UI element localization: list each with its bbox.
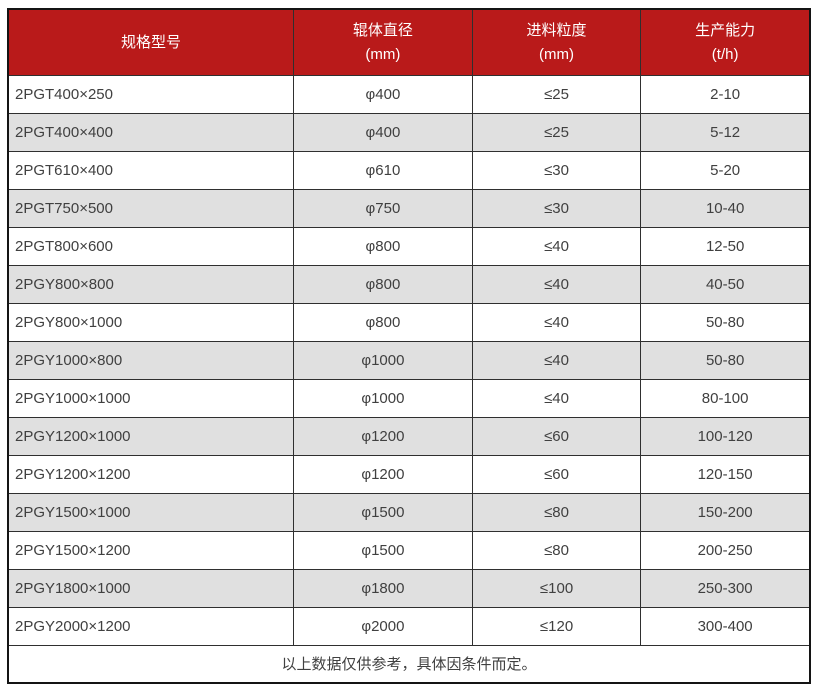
table-row: 2PGY2000×1200 φ2000 ≤120 300-400 [7,606,811,646]
table-row: 2PGT400×400 φ400 ≤25 5-12 [7,112,811,152]
cell-capacity: 40-50 [640,264,811,304]
cell-model: 2PGY1200×1200 [7,454,294,494]
cell-feed-size: ≤40 [471,302,642,342]
header-row: 规格型号 辊体直径 (mm) 进料粒度 (mm) [7,8,811,76]
cell-diameter: φ1500 [293,530,473,570]
table-row: 2PGY1500×1000 φ1500 ≤80 150-200 [7,492,811,532]
table-header: 规格型号 辊体直径 (mm) 进料粒度 (mm) [7,8,811,76]
cell-capacity: 300-400 [640,606,811,646]
cell-capacity: 250-300 [640,568,811,608]
cell-model: 2PGT610×400 [7,150,294,190]
header-capacity-unit: (t/h) [711,45,739,63]
cell-feed-size: ≤30 [471,150,642,190]
cell-feed-size: ≤25 [471,74,642,114]
table-row: 2PGT750×500 φ750 ≤30 10-40 [7,188,811,228]
cell-capacity: 5-12 [640,112,811,152]
cell-feed-size: ≤100 [471,568,642,608]
cell-feed-size: ≤60 [471,416,642,456]
cell-model: 2PGY800×800 [7,264,294,304]
cell-diameter: φ1000 [293,378,473,418]
cell-model: 2PGT750×500 [7,188,294,228]
cell-capacity: 2-10 [640,74,811,114]
cell-feed-size: ≤120 [471,606,642,646]
table-row: 2PGY1000×800 φ1000 ≤40 50-80 [7,340,811,380]
table-row: 2PGT800×600 φ800 ≤40 12-50 [7,226,811,266]
cell-feed-size: ≤40 [471,378,642,418]
header-capacity: 生产能力 (t/h) [640,8,811,76]
cell-model: 2PGY1000×800 [7,340,294,380]
cell-model: 2PGT400×250 [7,74,294,114]
cell-diameter: φ1000 [293,340,473,380]
cell-capacity: 200-250 [640,530,811,570]
table-row: 2PGY1200×1200 φ1200 ≤60 120-150 [7,454,811,494]
cell-model: 2PGT800×600 [7,226,294,266]
table-row: 2PGY800×800 φ800 ≤40 40-50 [7,264,811,304]
table-footer: 以上数据仅供参考，具体因条件而定。 [7,644,811,684]
cell-diameter: φ400 [293,112,473,152]
header-feed-size: 进料粒度 (mm) [471,8,642,76]
cell-capacity: 50-80 [640,340,811,380]
cell-feed-size: ≤25 [471,112,642,152]
table-row: 2PGY800×1000 φ800 ≤40 50-80 [7,302,811,342]
cell-diameter: φ800 [293,226,473,266]
cell-feed-size: ≤40 [471,226,642,266]
cell-diameter: φ800 [293,264,473,304]
cell-diameter: φ2000 [293,606,473,646]
cell-capacity: 12-50 [640,226,811,266]
cell-capacity: 5-20 [640,150,811,190]
cell-capacity: 80-100 [640,378,811,418]
header-roller-diameter-unit: (mm) [365,45,401,63]
cell-model: 2PGY1500×1200 [7,530,294,570]
table-body: 2PGT400×250 φ400 ≤25 2-10 2PGT400×400 φ4… [7,74,811,646]
table-row: 2PGT610×400 φ610 ≤30 5-20 [7,150,811,190]
header-model-label: 规格型号 [120,33,181,51]
header-roller-diameter: 辊体直径 (mm) [293,8,473,76]
table-row: 2PGT400×250 φ400 ≤25 2-10 [7,74,811,114]
footer-row: 以上数据仅供参考，具体因条件而定。 [7,644,811,684]
header-capacity-label: 生产能力 [695,21,756,39]
cell-model: 2PGT400×400 [7,112,294,152]
cell-model: 2PGY1200×1000 [7,416,294,456]
cell-model: 2PGY1500×1000 [7,492,294,532]
cell-diameter: φ400 [293,74,473,114]
table-row: 2PGY1000×1000 φ1000 ≤40 80-100 [7,378,811,418]
header-roller-diameter-label: 辊体直径 [352,21,413,39]
table-row: 2PGY1800×1000 φ1800 ≤100 250-300 [7,568,811,608]
cell-diameter: φ1800 [293,568,473,608]
cell-feed-size: ≤80 [471,530,642,570]
table-row: 2PGY1200×1000 φ1200 ≤60 100-120 [7,416,811,456]
cell-capacity: 10-40 [640,188,811,228]
cell-feed-size: ≤30 [471,188,642,228]
cell-model: 2PGY1000×1000 [7,378,294,418]
cell-capacity: 150-200 [640,492,811,532]
cell-diameter: φ750 [293,188,473,228]
header-model: 规格型号 [7,8,294,76]
table-row: 2PGY1500×1200 φ1500 ≤80 200-250 [7,530,811,570]
cell-capacity: 120-150 [640,454,811,494]
footer-note: 以上数据仅供参考，具体因条件而定。 [7,644,811,684]
cell-feed-size: ≤80 [471,492,642,532]
header-feed-size-unit: (mm) [539,45,575,63]
cell-capacity: 50-80 [640,302,811,342]
cell-diameter: φ1200 [293,454,473,494]
cell-feed-size: ≤40 [471,340,642,380]
cell-model: 2PGY800×1000 [7,302,294,342]
header-feed-size-label: 进料粒度 [526,21,587,39]
cell-diameter: φ610 [293,150,473,190]
cell-feed-size: ≤40 [471,264,642,304]
cell-model: 2PGY1800×1000 [7,568,294,608]
spec-table: 规格型号 辊体直径 (mm) 进料粒度 (mm) [7,8,811,684]
cell-model: 2PGY2000×1200 [7,606,294,646]
cell-capacity: 100-120 [640,416,811,456]
cell-diameter: φ1200 [293,416,473,456]
cell-feed-size: ≤60 [471,454,642,494]
cell-diameter: φ1500 [293,492,473,532]
cell-diameter: φ800 [293,302,473,342]
